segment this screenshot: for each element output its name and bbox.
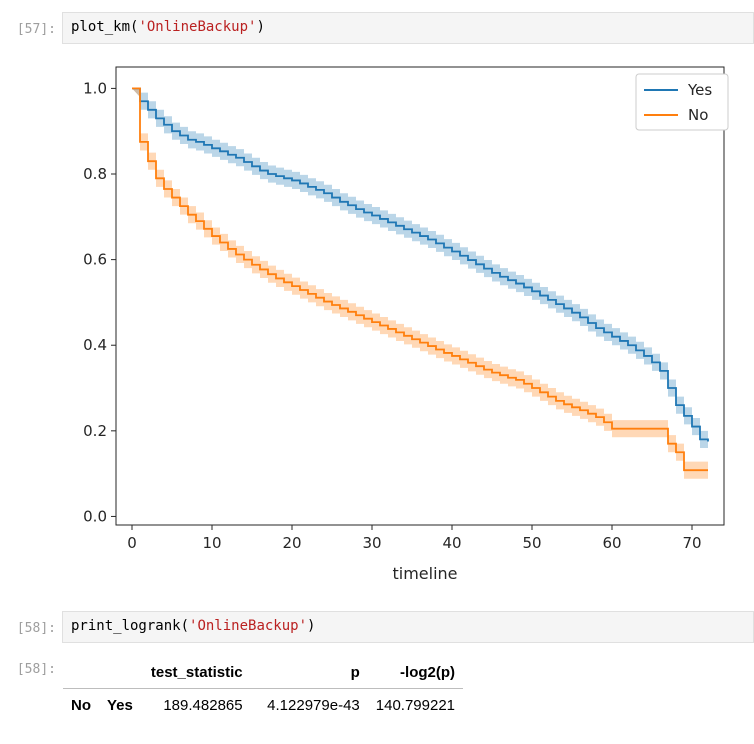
column-header: p [250, 656, 368, 689]
plot-area [115, 66, 725, 526]
table-row: No Yes 189.482865 4.122979e-43 140.79922… [63, 689, 463, 722]
code-function: plot_km( [71, 19, 139, 35]
legend: Yes No [635, 73, 729, 131]
survival-lines [132, 87, 709, 472]
x-tick-label: 50 [522, 534, 541, 552]
index-header [99, 656, 141, 689]
row-index-level-1: Yes [107, 696, 133, 714]
code-cell-58[interactable]: print_logrank('OnlineBackup') [62, 611, 754, 643]
column-header: test_statistic [140, 656, 251, 689]
y-tick-label: 0.4 [83, 336, 107, 354]
table-header-row: test_statistic p -log2(p) [63, 656, 464, 689]
y-tick-label: 0.8 [83, 165, 107, 183]
table-cell: 140.799221 [375, 696, 456, 714]
column-header: -log2(p) [367, 656, 464, 689]
x-tick-label: 60 [602, 534, 621, 552]
x-tick-label: 30 [362, 534, 381, 552]
y-tick-label: 0.2 [83, 422, 107, 440]
code-close: ) [307, 618, 316, 634]
x-tick-label: 20 [282, 534, 301, 552]
code-string: 'OnlineBackup' [138, 19, 257, 35]
x-tick-label: 10 [202, 534, 221, 552]
legend-label-no: No [688, 106, 708, 124]
logrank-table: test_statistic p -log2(p) No Yes 189.482… [63, 656, 464, 722]
code-close: ) [256, 19, 265, 35]
x-tick-label: 0 [127, 534, 137, 552]
table-cell: 189.482865 [163, 696, 243, 714]
survival-line-no [132, 87, 708, 472]
y-tick-label: 0.6 [83, 251, 107, 269]
survival-line-yes [132, 87, 709, 442]
output-prompt-58: [58]: [16, 662, 56, 677]
x-tick-label: 40 [442, 534, 461, 552]
code-cell-57[interactable]: plot_km('OnlineBackup') [62, 12, 754, 44]
index-header [63, 656, 99, 689]
ci-band-yes [132, 88, 708, 451]
y-tick-label: 1.0 [83, 79, 107, 97]
legend-label-yes: Yes [687, 81, 712, 99]
y-tick-label: 0.0 [83, 507, 107, 525]
legend-box [635, 73, 729, 131]
x-tick-label: 70 [682, 534, 701, 552]
km-plot: 0 10 20 30 40 50 60 70 0.0 0.2 0.4 0.6 0.8 1.0 timel… [83, 66, 729, 583]
code-function: print_logrank( [71, 618, 190, 634]
table-cell: 4.122979e-43 [267, 696, 360, 714]
confidence-bands [132, 88, 708, 479]
x-axis-ticks: 0 10 20 30 40 50 60 70 [127, 525, 702, 552]
x-axis-label: timeline [392, 564, 457, 583]
y-axis-ticks: 0.0 0.2 0.4 0.6 0.8 1.0 [83, 79, 116, 525]
row-index-level-0: No [71, 696, 91, 714]
code-string: 'OnlineBackup' [189, 618, 308, 634]
cell-prompt-58: [58]: [16, 621, 56, 636]
cell-prompt-57: [57]: [16, 22, 56, 37]
